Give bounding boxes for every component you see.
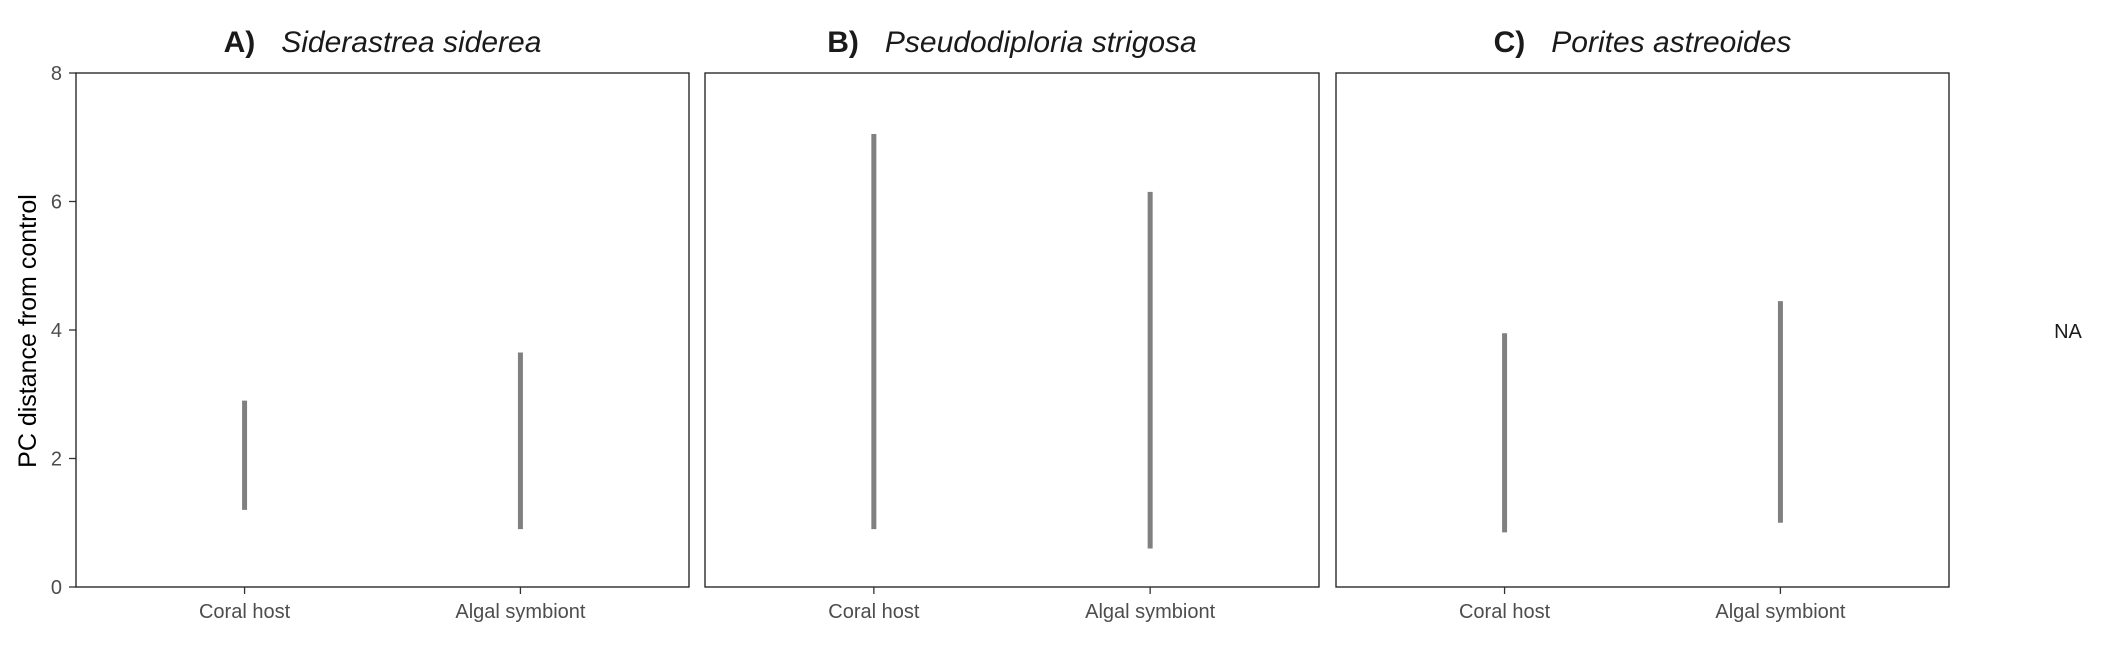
panel-1: A) Siderastrea siderea Coral host Algal sym… (75, 26, 690, 623)
panel-frame (704, 72, 1320, 588)
x-tick-label: Algal symbiont (1715, 601, 1846, 623)
panel-species: Porites astreoides (1551, 26, 1791, 59)
y-tick-label: 0 (51, 577, 62, 599)
panel-title: A) Siderastrea siderea (224, 26, 542, 59)
y-tick-label: 2 (51, 449, 62, 471)
x-tick-label: Coral host (199, 601, 291, 623)
y-axis: 0 2 4 6 8 (51, 63, 76, 599)
x-tick-label: Coral host (1459, 601, 1551, 623)
panel-letter: C) (1494, 26, 1526, 59)
panel-species: Siderastrea siderea (281, 26, 541, 59)
panels: A) Siderastrea siderea Coral host Algal sym… (75, 26, 1950, 623)
x-tick-label: Algal symbiont (1085, 601, 1216, 623)
panel-letter: A) (224, 26, 256, 59)
panel-frame (1335, 72, 1950, 588)
legend-na-label: NA (2054, 321, 2082, 343)
panel-title: B) Pseudodiploria strigosa (827, 26, 1197, 59)
y-tick-label: 6 (51, 192, 62, 214)
panel-species: Pseudodiploria strigosa (885, 26, 1197, 59)
y-tick-label: 8 (51, 63, 62, 85)
panel-letter: B) (827, 26, 859, 59)
panel-title: C) Porites astreoides (1494, 26, 1792, 59)
y-tick-label: 4 (51, 320, 62, 342)
panel-3: C) Porites astreoides Coral host Algal symb… (1335, 26, 1950, 623)
panel-2: B) Pseudodiploria strigosa Coral host Algal… (704, 26, 1320, 623)
x-tick-label: Algal symbiont (455, 601, 586, 623)
panel-frame (75, 72, 690, 588)
y-axis-title: PC distance from control (14, 194, 42, 468)
x-tick-label: Coral host (828, 601, 920, 623)
